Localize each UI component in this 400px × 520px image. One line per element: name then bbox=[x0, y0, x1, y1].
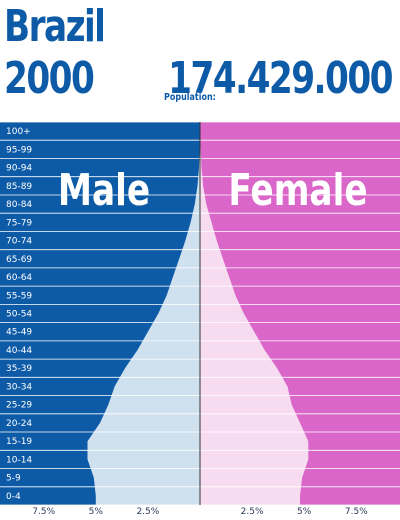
age-group-label: 55-59 bbox=[6, 291, 32, 301]
male-distribution bbox=[87, 122, 200, 505]
age-group-label: 85-89 bbox=[6, 182, 32, 192]
x-tick-label: 2.5% bbox=[241, 507, 264, 517]
age-group-label: 10-14 bbox=[6, 455, 32, 465]
age-group-label: 80-84 bbox=[6, 200, 32, 210]
x-tick-label: 7.5% bbox=[345, 507, 368, 517]
age-labels: 0-4 5-9 10-14 15-19 20-24 25-29 30-34 35-39 40-4… bbox=[6, 127, 32, 502]
age-group-label: 40-44 bbox=[6, 346, 32, 356]
age-group-label: 15-19 bbox=[6, 437, 32, 447]
age-group-label: 0-4 bbox=[6, 492, 21, 502]
age-group-label: 75-79 bbox=[6, 218, 32, 228]
age-group-label: 70-74 bbox=[6, 237, 32, 247]
country-title: Brazil bbox=[4, 1, 106, 52]
age-group-label: 50-54 bbox=[6, 310, 32, 320]
x-tick-label: 2.5% bbox=[136, 507, 159, 517]
age-group-label: 60-64 bbox=[6, 273, 32, 283]
population-label: Population: bbox=[164, 92, 216, 103]
male-label: Male bbox=[58, 165, 150, 216]
age-group-label: 25-29 bbox=[6, 401, 32, 411]
age-group-label: 90-94 bbox=[6, 164, 32, 174]
age-group-label: 35-39 bbox=[6, 364, 32, 374]
population-value: 174.429.000 bbox=[168, 53, 393, 104]
x-tick-label: 5% bbox=[297, 507, 312, 517]
x-axis-ticks: 7.5% 5% 2.5% 2.5% 5% 7.5% bbox=[32, 507, 368, 517]
age-group-label: 100+ bbox=[6, 127, 31, 137]
age-group-label: 20-24 bbox=[6, 419, 32, 429]
age-group-label: 95-99 bbox=[6, 145, 32, 155]
age-group-label: 65-69 bbox=[6, 255, 32, 265]
x-tick-label: 7.5% bbox=[32, 507, 55, 517]
year-title: 2000 bbox=[4, 53, 95, 104]
title-block: Brazil 2000 Population: 174.429.000 bbox=[4, 2, 396, 112]
female-label: Female bbox=[228, 165, 367, 216]
female-distribution bbox=[200, 122, 309, 505]
age-group-label: 45-49 bbox=[6, 328, 32, 338]
age-group-label: 5-9 bbox=[6, 474, 21, 484]
age-group-label: 30-34 bbox=[6, 383, 32, 393]
x-tick-label: 5% bbox=[89, 507, 104, 517]
